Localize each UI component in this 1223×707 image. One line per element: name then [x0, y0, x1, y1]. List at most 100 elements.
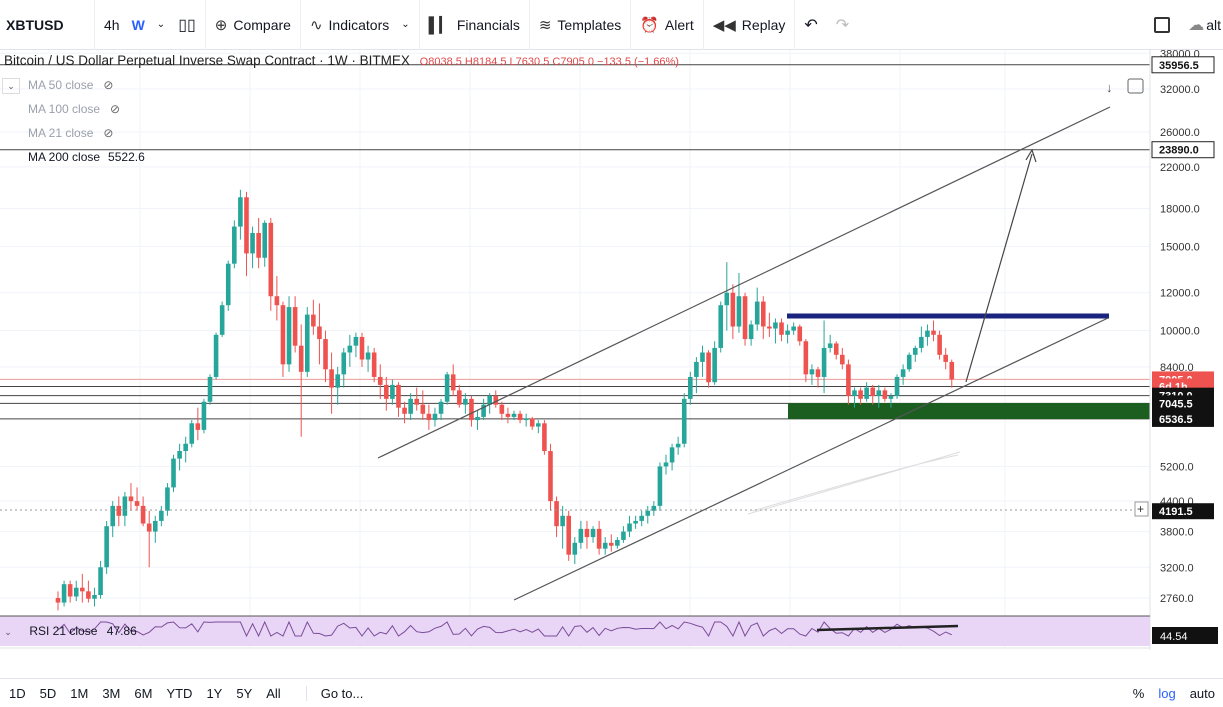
range-all[interactable]: All — [266, 685, 281, 701]
candle-44 — [323, 330, 328, 383]
candle-126 — [821, 320, 827, 394]
auto-toggle[interactable]: auto — [1189, 685, 1215, 701]
candle-83 — [560, 505, 565, 549]
symbol-search[interactable]: XBTUSD — [0, 0, 95, 50]
redo-button[interactable]: ↷ — [827, 0, 858, 50]
price-tick-9: 5200.0 — [1160, 461, 1194, 473]
interval-weekly[interactable]: W — [131, 16, 145, 33]
candle-103 — [681, 393, 687, 448]
price-label-1: 23890.0 — [1151, 141, 1215, 159]
interval-selector[interactable]: 4h W ⌄ — [95, 0, 169, 50]
candle-142 — [919, 326, 924, 353]
undo-button[interactable]: ↶ — [795, 0, 826, 50]
eye-hidden-icon[interactable]: ⊘ — [103, 126, 114, 140]
replay-button[interactable]: ◀◀ Replay — [704, 0, 796, 50]
candle-93 — [621, 526, 626, 543]
screenshot-icon[interactable] — [1127, 78, 1144, 94]
price-tick-4: 18000.0 — [1160, 204, 1200, 216]
candle-78 — [529, 416, 535, 430]
candle-98 — [651, 501, 657, 516]
cloud-button[interactable]: ☁ alt — [1179, 0, 1223, 50]
price-tick-0: 38000.0 — [1160, 50, 1200, 60]
candle-123 — [803, 339, 809, 383]
candle-1 — [61, 580, 67, 607]
candle-75 — [511, 410, 517, 421]
candle-94 — [627, 515, 632, 538]
bottom-toolbar: 1D 5D 1M 3M 6M YTD 1Y 5Y All Go to... % … — [0, 678, 1223, 707]
candle-56 — [396, 382, 401, 417]
range-5d[interactable]: 5D — [39, 685, 57, 701]
range-6m[interactable]: 6M — [134, 685, 153, 701]
candle-68 — [469, 395, 474, 427]
candle-137 — [888, 393, 894, 408]
compare-label: Compare — [233, 16, 291, 33]
fullscreen-button[interactable] — [1145, 0, 1179, 50]
candle-45 — [329, 352, 334, 414]
symbol-title: Bitcoin / US Dollar Perpetual Inverse Sw… — [4, 53, 410, 68]
log-toggle[interactable]: log — [1158, 685, 1176, 701]
candle-65 — [450, 364, 456, 396]
candle-35 — [268, 217, 274, 311]
indicators-button[interactable]: ∿ Indicators ⌄ — [301, 0, 420, 50]
ma-200-legend[interactable]: MA 200 close 5522.6 — [28, 150, 145, 164]
percent-toggle[interactable]: % — [1132, 685, 1145, 701]
templates-icon: ≋ — [538, 16, 552, 34]
candle-91 — [608, 534, 614, 552]
candle-25 — [207, 374, 213, 405]
candle-119 — [779, 318, 784, 342]
candle-43 — [317, 303, 322, 365]
candle-38 — [286, 296, 292, 372]
range-ytd[interactable]: YTD — [166, 685, 193, 701]
range-3m[interactable]: 3M — [102, 685, 121, 701]
interval-4h[interactable]: 4h — [104, 16, 120, 33]
candle-66 — [456, 384, 462, 408]
eye-hidden-icon[interactable]: ⊘ — [103, 78, 114, 92]
candle-99 — [657, 462, 663, 511]
candle-48 — [347, 334, 353, 367]
candle-3 — [73, 580, 79, 602]
candle-134 — [870, 384, 876, 405]
candle-13 — [134, 487, 140, 511]
candle-15 — [146, 510, 152, 568]
eye-hidden-icon[interactable]: ⊘ — [110, 102, 121, 116]
financials-button[interactable]: ▌▎ Financials — [420, 0, 530, 50]
chevron-down-icon[interactable]: ⌄ — [156, 19, 166, 30]
range-1y[interactable]: 1Y — [206, 685, 223, 701]
candle-9 — [110, 501, 116, 538]
templates-button[interactable]: ≋ Templates — [530, 0, 632, 50]
crosshair-add-icon[interactable] — [1134, 501, 1149, 517]
rsi-collapse-icon[interactable]: ⌄ — [4, 627, 12, 637]
alert-button[interactable]: ⏰ Alert — [631, 0, 704, 50]
range-1d[interactable]: 1D — [9, 685, 26, 701]
candle-118 — [773, 318, 778, 344]
range-5y[interactable]: 5Y — [236, 685, 253, 701]
price-chart[interactable]: 38000.0 32000.0 26000.0 22000.0 18000.0 15000… — [0, 50, 1223, 650]
candle-105 — [694, 357, 699, 394]
candle-29 — [232, 220, 237, 269]
candle-84 — [566, 510, 572, 561]
candle-90 — [602, 537, 608, 555]
chevron-down-icon[interactable]: ⌄ — [401, 19, 410, 30]
candle-87 — [584, 520, 590, 549]
price-label-7: 4191.5 — [1152, 503, 1214, 520]
price-tick-13: 2760.0 — [1160, 593, 1194, 605]
ma-50-legend[interactable]: MA 50 close ⊘ — [28, 78, 113, 92]
candle-106 — [700, 345, 705, 377]
scroll-down-icon[interactable]: ↓ — [1106, 80, 1113, 95]
candle-110 — [724, 262, 730, 331]
chart-type-button[interactable]: ▯▯ — [169, 0, 206, 50]
candle-120 — [785, 324, 790, 344]
candle-101 — [669, 443, 675, 471]
candle-73 — [499, 401, 505, 421]
candle-41 — [304, 307, 310, 377]
compare-button[interactable]: ⊕ Compare — [206, 0, 301, 50]
candle-140 — [906, 352, 912, 372]
goto-button[interactable]: Go to... — [305, 685, 371, 701]
candle-127 — [827, 334, 833, 353]
ma-21-legend[interactable]: MA 21 close ⊘ — [28, 126, 113, 140]
range-1m[interactable]: 1M — [70, 685, 89, 701]
collapse-legend-button[interactable]: ⌄ — [2, 78, 20, 94]
ma-100-legend[interactable]: MA 100 close ⊘ — [28, 102, 120, 116]
candle-28 — [225, 260, 231, 311]
candle-17 — [159, 505, 164, 527]
